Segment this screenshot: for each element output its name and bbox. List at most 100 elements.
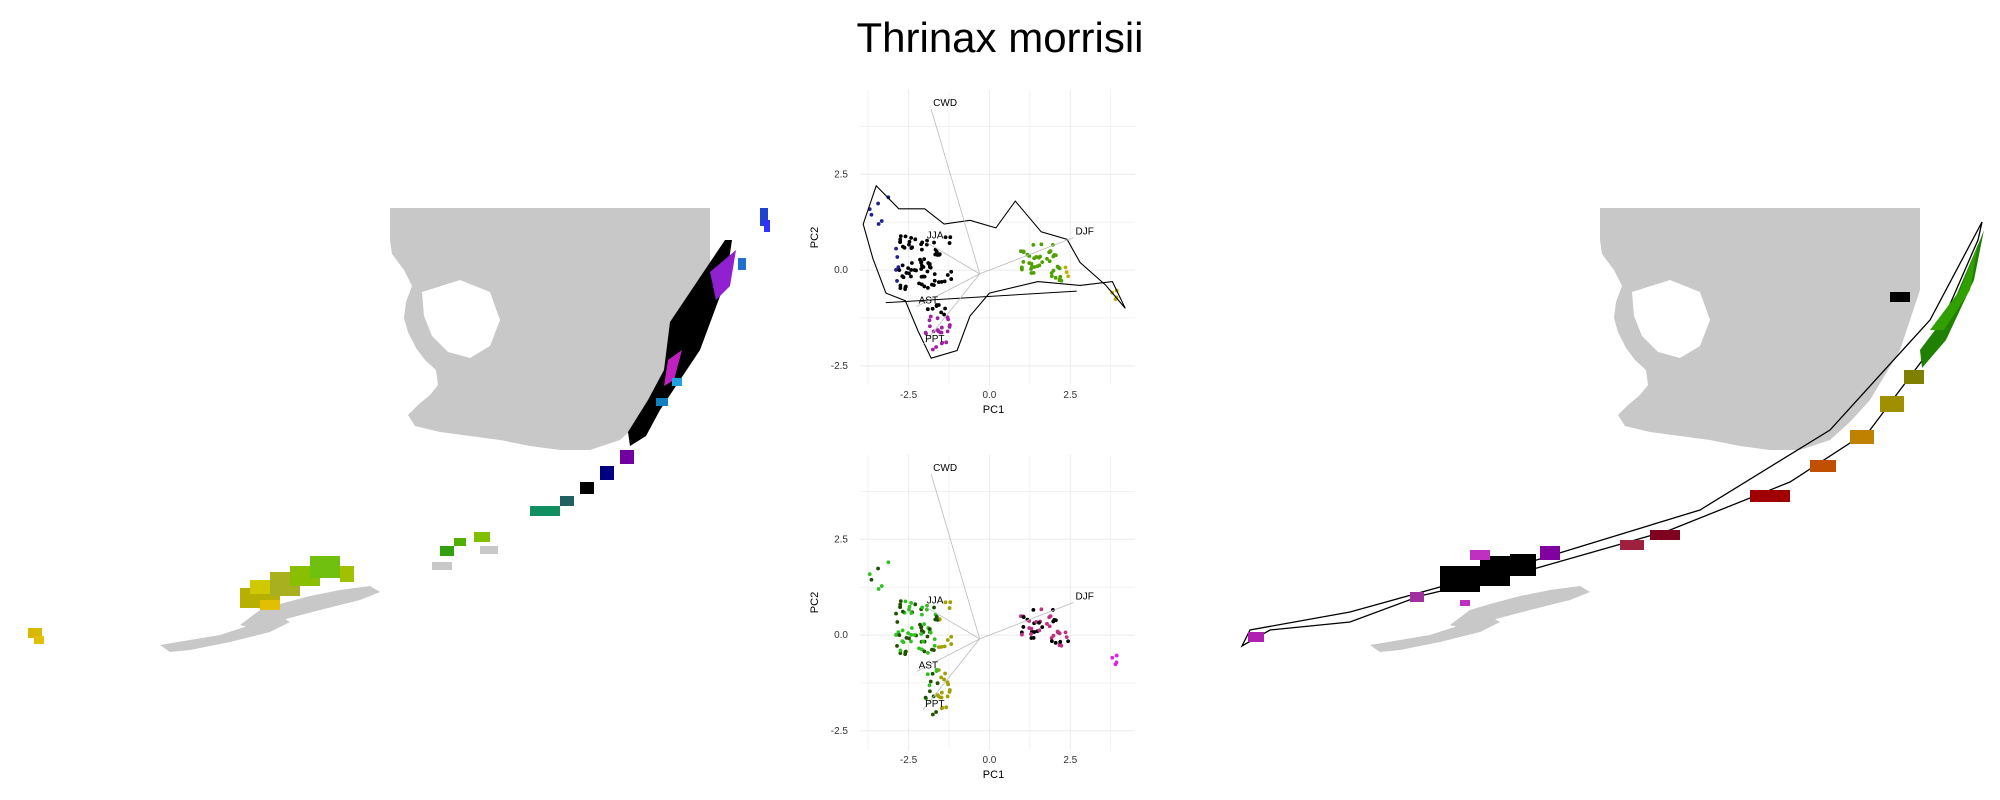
variable-label: AST (919, 660, 938, 671)
variable-label: CWD (933, 98, 957, 109)
pca-point (1021, 625, 1026, 629)
pca-point (918, 622, 922, 627)
pca-point (919, 625, 924, 630)
pca-point (913, 237, 918, 242)
right-map (1240, 208, 1984, 652)
pca-point (921, 274, 925, 279)
pca-point (939, 690, 944, 695)
pca-point (925, 269, 930, 274)
pca-point (935, 316, 940, 321)
pca-point (895, 644, 899, 648)
pca-point (1066, 274, 1071, 279)
pca-point (925, 672, 930, 677)
pca-point (876, 587, 881, 591)
pca-point (925, 603, 929, 608)
pca-point (906, 631, 911, 636)
pca-point (945, 273, 950, 277)
pca-point (930, 347, 935, 352)
pca-point (1064, 635, 1069, 640)
pca-bottom-plot: -2.5 0.0 2.5 -2.5 0.0 2.5 PC1 PC2 CWD DJF JJA AST PP… (809, 455, 1135, 781)
pca-point (922, 257, 927, 262)
left-map (28, 208, 770, 652)
pca-point (1055, 264, 1060, 269)
pca-point (925, 238, 929, 243)
y-tick-label: 2.5 (834, 169, 848, 180)
pca-point (924, 242, 929, 247)
pca-point (898, 648, 903, 653)
pca-point (938, 695, 943, 700)
pca-point (924, 607, 929, 612)
keys-land-right (1370, 586, 1590, 652)
pca-point (935, 693, 940, 698)
pca-point (1053, 640, 1058, 645)
x-tick-label: 2.5 (1063, 390, 1077, 401)
pca-point (927, 683, 932, 688)
pca-point (909, 236, 914, 240)
pca-point (938, 330, 943, 335)
pca-point (909, 633, 914, 637)
pca-point (909, 268, 914, 272)
pca-point (1029, 267, 1033, 271)
x-tick-label: -2.5 (900, 755, 918, 766)
pca-point (919, 632, 924, 636)
pca-point (895, 255, 900, 259)
pca-point (942, 279, 947, 284)
pca-point (925, 286, 930, 290)
pca-point (903, 652, 908, 657)
variable-label: AST (919, 295, 938, 306)
pca-point (896, 630, 901, 635)
pca-point (1048, 249, 1053, 254)
pca-point (932, 605, 936, 610)
pca-point (1113, 662, 1118, 667)
variable-label: DJF (1076, 592, 1094, 603)
pca-point (934, 345, 939, 349)
pca-point (945, 315, 950, 320)
pca-point (895, 620, 900, 624)
pca-point (936, 645, 941, 650)
pca-point (1021, 250, 1026, 255)
pca-point (932, 272, 937, 277)
pca-point (894, 268, 898, 272)
pca-point (894, 611, 898, 616)
pca-point (935, 253, 940, 257)
pca-point (886, 560, 891, 565)
pca-point (927, 627, 932, 631)
pca-point (918, 257, 922, 262)
pca-point (1049, 271, 1054, 275)
pca-point (934, 303, 939, 307)
pca-point (947, 324, 952, 329)
pca-point (921, 639, 925, 644)
pca-point (1047, 624, 1052, 629)
pca-point (907, 607, 911, 612)
pca-point (945, 329, 950, 334)
pca-point (943, 235, 948, 240)
pca-point (927, 689, 932, 694)
pca-point (925, 634, 930, 639)
pca-point (898, 599, 903, 603)
pca-point (936, 280, 941, 285)
pca-point (943, 671, 947, 676)
pca-point (894, 633, 898, 637)
pca-point (894, 246, 898, 251)
pca-point (934, 710, 939, 714)
pca-point (869, 577, 874, 582)
pca-point (919, 247, 924, 252)
pca-point (932, 643, 937, 648)
pca-point (944, 705, 949, 710)
pca-point (895, 279, 899, 283)
pca-point (898, 234, 903, 238)
pca-point (1066, 639, 1071, 644)
variable-label: DJF (1076, 227, 1094, 238)
pca-point (900, 609, 905, 614)
pca-point (869, 212, 874, 217)
pca-point (904, 271, 909, 275)
pca-point (1031, 608, 1036, 612)
pca-point (1020, 632, 1024, 637)
pca-point (901, 640, 906, 645)
pca-point (909, 639, 913, 644)
x-tick-label: 0.0 (982, 755, 996, 766)
variable-arrows: CWD DJF JJA AST PPT (916, 98, 1094, 346)
pca-point (922, 284, 927, 289)
variable-label: CWD (933, 463, 957, 474)
pca-point (947, 241, 952, 245)
